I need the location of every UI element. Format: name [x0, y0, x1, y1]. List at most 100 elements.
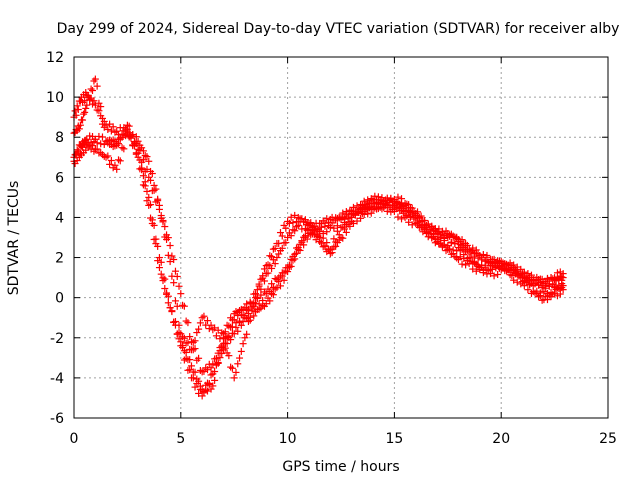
data-point	[234, 327, 242, 335]
y-tick-label: 4	[55, 210, 64, 226]
axis-ticks	[73, 56, 609, 419]
data-point	[204, 366, 211, 374]
data-point	[260, 265, 268, 273]
data-point	[89, 142, 97, 150]
data-point	[449, 246, 457, 254]
data-point	[273, 276, 281, 284]
data-point	[195, 354, 203, 362]
data-point	[211, 324, 219, 332]
data-point	[360, 197, 368, 205]
data-point	[211, 368, 219, 376]
data-point	[187, 362, 195, 370]
data-point	[173, 302, 181, 310]
grid-lines	[74, 57, 608, 418]
data-point	[364, 210, 372, 218]
data-point	[234, 312, 242, 320]
data-point	[317, 239, 325, 247]
data-point	[405, 218, 413, 226]
data-point	[106, 160, 114, 168]
data-point	[198, 392, 206, 400]
data-point	[90, 97, 98, 105]
data-point	[216, 354, 224, 362]
data-point	[458, 245, 466, 253]
data-point	[86, 96, 94, 104]
data-point	[403, 212, 411, 220]
data-point	[159, 277, 167, 285]
data-point	[346, 222, 354, 230]
data-point	[71, 107, 79, 115]
data-point	[517, 270, 525, 278]
data-point	[93, 139, 101, 147]
data-point	[330, 224, 338, 232]
data-point	[161, 223, 169, 231]
data-point	[287, 232, 295, 240]
data-point	[212, 354, 220, 362]
data-point	[253, 293, 261, 301]
data-point	[145, 157, 153, 165]
data-point	[214, 359, 222, 367]
data-point	[287, 262, 295, 270]
data-point	[499, 263, 507, 271]
data-point	[80, 110, 88, 118]
y-tick-label: 2	[55, 251, 64, 267]
data-point	[157, 258, 165, 266]
data-point	[154, 195, 162, 203]
data-point	[337, 213, 345, 221]
data-point	[225, 352, 233, 360]
data-point	[166, 304, 174, 312]
data-point	[147, 176, 155, 184]
data-point	[182, 354, 190, 362]
data-point	[314, 225, 322, 233]
data-point	[150, 181, 158, 189]
data-point	[150, 235, 158, 243]
data-point	[385, 197, 393, 205]
data-point	[508, 272, 516, 280]
data-point	[533, 273, 541, 281]
data-point	[246, 316, 254, 324]
x-tick-label: 5	[176, 431, 185, 447]
data-point	[451, 239, 459, 247]
data-point	[344, 214, 352, 222]
data-point	[291, 211, 299, 219]
data-point	[446, 245, 454, 253]
data-point	[325, 245, 333, 253]
data-point	[97, 140, 105, 148]
data-point	[189, 374, 197, 382]
data-point	[410, 215, 418, 223]
data-point	[152, 185, 160, 193]
data-point	[175, 321, 183, 329]
data-point	[115, 140, 122, 148]
data-point	[426, 230, 434, 238]
data-point	[559, 286, 567, 294]
data-point	[116, 157, 124, 165]
data-point	[440, 237, 448, 245]
data-point	[189, 338, 197, 346]
data-point	[193, 380, 201, 388]
data-point	[339, 234, 347, 242]
data-point	[97, 103, 105, 111]
data-point	[191, 345, 199, 353]
data-point	[291, 255, 299, 263]
data-point	[453, 254, 461, 262]
data-point	[182, 317, 190, 325]
data-point	[492, 264, 500, 272]
data-point	[374, 193, 382, 201]
data-point	[266, 297, 274, 305]
data-point	[207, 364, 215, 372]
data-point	[394, 193, 402, 201]
data-point	[301, 225, 309, 233]
data-point	[278, 244, 286, 252]
data-point	[170, 256, 178, 264]
data-point	[535, 281, 543, 289]
data-point	[262, 300, 270, 308]
data-point	[545, 281, 553, 289]
data-point	[394, 213, 402, 221]
data-point	[264, 261, 272, 269]
data-point	[309, 230, 317, 238]
data-point	[109, 143, 117, 151]
data-point	[275, 277, 283, 285]
chart-title: Day 299 of 2024, Sidereal Day-to-day VTE…	[57, 21, 620, 37]
data-point	[164, 251, 172, 259]
data-point	[510, 276, 518, 284]
